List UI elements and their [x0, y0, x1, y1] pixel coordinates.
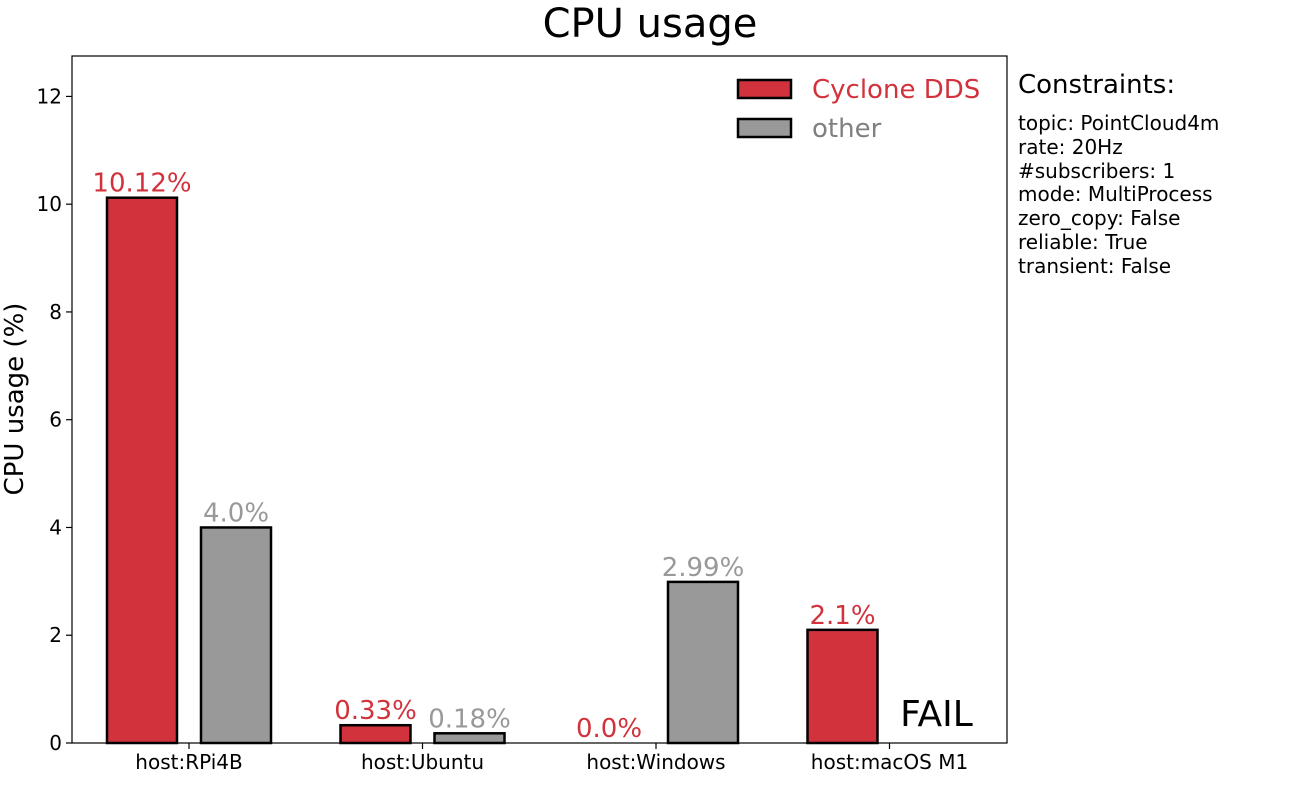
bar-value-label: 4.0% [203, 498, 269, 528]
legend-label-cyclone-dds: Cyclone DDS [812, 75, 980, 105]
constraint-mode: mode: MultiProcess [1018, 182, 1213, 207]
y-tick-label: 0 [49, 731, 62, 755]
bar-value-label: 0.18% [428, 704, 511, 734]
y-tick-label: 6 [49, 408, 62, 432]
bar [339, 723, 412, 745]
legend: Cyclone DDS other [736, 75, 980, 144]
fail-label: FAIL [900, 694, 973, 735]
bar [666, 580, 740, 745]
y-axis-label: CPU usage (%) [0, 303, 30, 496]
bar [105, 196, 179, 745]
x-axis-ticks: host:RPi4B host:Ubuntu host:Windows host:ma… [135, 743, 968, 774]
bar [433, 732, 506, 745]
bar-value-label: 0.33% [334, 696, 417, 726]
plot-frame [71, 55, 1008, 744]
legend-swatch-cyclone-dds [736, 78, 793, 100]
constraint-topic: topic: PointCloud4m [1018, 111, 1220, 135]
x-tick-label: host:Windows [586, 750, 725, 774]
constraint-reliable: reliable: True [1018, 229, 1148, 254]
y-tick-label: 2 [49, 623, 62, 647]
y-tick-label: 10 [37, 192, 62, 216]
x-tick-label: host:Ubuntu [361, 750, 484, 774]
bar-value-labels: 10.12% 0.33% 0.0% 2.1% 4.0% 0.18% 2.99% FAIL [92, 169, 972, 744]
y-tick-label: 4 [49, 515, 62, 539]
x-tick-label: host:macOS M1 [811, 750, 968, 774]
constraint-zero-copy: zero_copy: False [1018, 206, 1181, 231]
bar-value-label: 2.1% [809, 601, 875, 631]
y-axis-ticks: 0 2 4 6 8 10 12 [37, 84, 72, 755]
x-tick-label: host:RPi4B [135, 750, 242, 774]
constraints-panel: Constraints: topic: PointCloud4m rate: 2… [1018, 70, 1219, 279]
bar-value-label: 0.0% [576, 714, 642, 744]
legend-swatch-other [736, 117, 793, 139]
bar [806, 628, 879, 745]
chart-title: CPU usage [543, 1, 758, 47]
bar-value-label: 2.99% [662, 553, 745, 583]
bar-value-label: 10.12% [92, 169, 191, 199]
constraint-subscribers: #subscribers: 1 [1018, 158, 1176, 183]
constraint-rate: rate: 20Hz [1018, 134, 1123, 159]
y-tick-label: 12 [37, 84, 62, 108]
bars [105, 196, 879, 745]
constraint-transient: transient: False [1018, 253, 1172, 278]
bar [199, 526, 273, 745]
constraints-title: Constraints: [1018, 70, 1176, 100]
legend-label-other: other [812, 114, 882, 144]
y-tick-label: 8 [49, 300, 62, 324]
